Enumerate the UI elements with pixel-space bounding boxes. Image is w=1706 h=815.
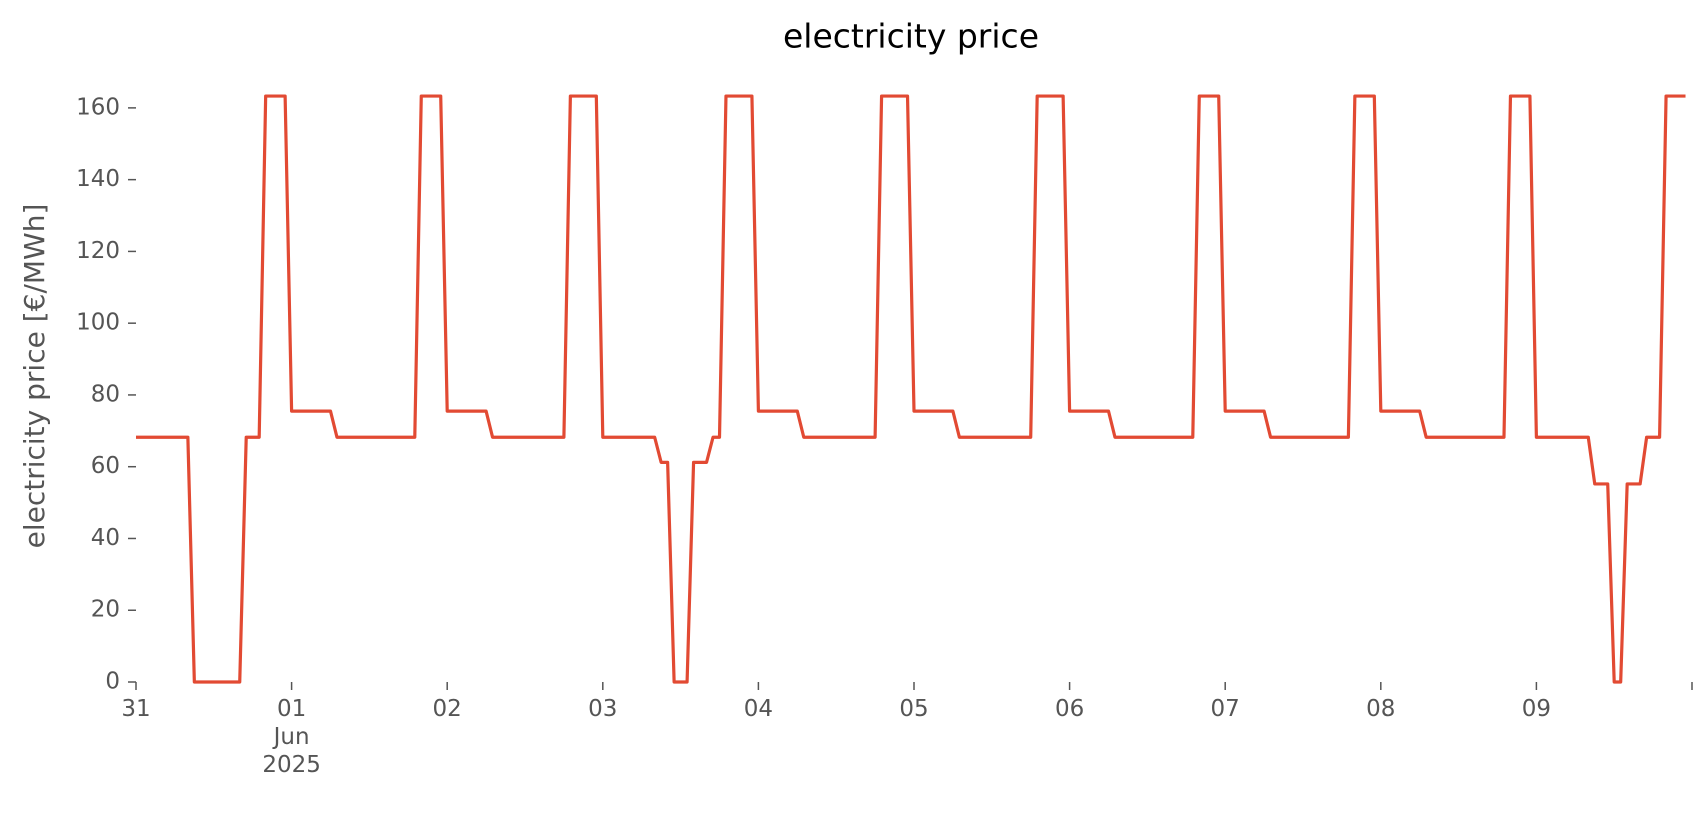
x-tick-label: 02 (433, 696, 462, 722)
y-tick-label: 60 (91, 453, 120, 479)
y-tick-label: 120 (76, 238, 120, 264)
y-tick-label: 20 (91, 597, 120, 623)
x-tick-label: 04 (744, 696, 773, 722)
x-tick-label: 05 (899, 696, 928, 722)
y-tick-label: 140 (76, 166, 120, 192)
y-tick-label: 100 (76, 310, 120, 336)
y-tick-label: 40 (91, 525, 120, 551)
x-tick-label: 07 (1211, 696, 1240, 722)
x-tick-label: 06 (1055, 696, 1084, 722)
x-tick-label: 31 (121, 696, 150, 722)
x-tick-label: 08 (1366, 696, 1395, 722)
chart-title: electricity price (783, 17, 1039, 56)
price-line (136, 94, 1686, 684)
x-tick-label: 01 Jun 2025 (262, 696, 321, 778)
y-axis-label: electricity price [€/MWh] (18, 204, 51, 549)
y-tick-label: 0 (105, 669, 120, 695)
y-tick-label: 80 (91, 381, 120, 407)
x-tick-label: 03 (588, 696, 617, 722)
y-tick-label: 160 (76, 94, 120, 120)
x-tick-label: 09 (1522, 696, 1551, 722)
